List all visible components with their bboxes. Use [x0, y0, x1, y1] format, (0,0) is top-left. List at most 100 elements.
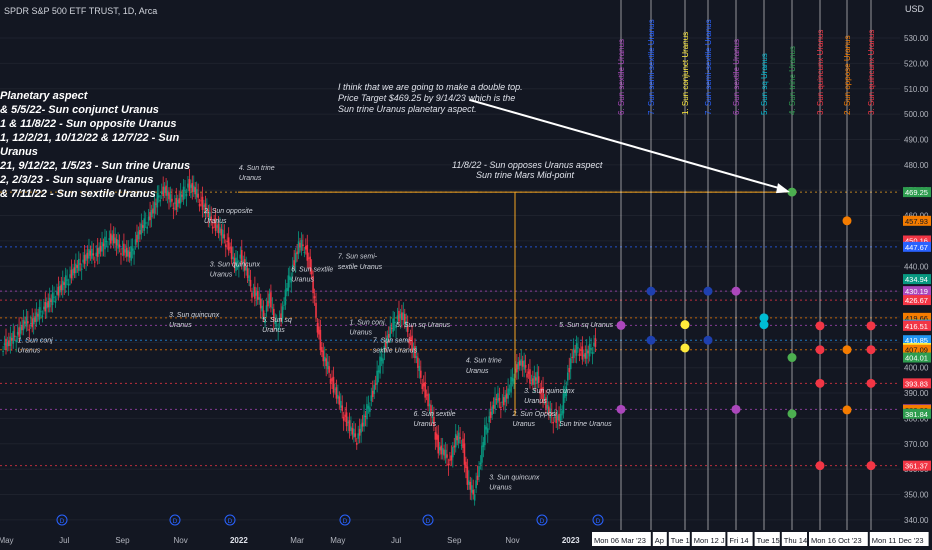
candle-body [275, 324, 278, 326]
candle-body [284, 289, 287, 305]
candle-body [206, 208, 208, 214]
candle-body [162, 186, 164, 197]
candle-body [396, 315, 399, 320]
candle-body [80, 268, 83, 270]
aspect-point [616, 404, 626, 414]
candle-body [176, 199, 179, 207]
candle-body [529, 369, 531, 384]
candle-body [194, 187, 197, 195]
candle-body [69, 274, 71, 278]
candle-body [188, 179, 191, 191]
price-tick-label: 380.00 [904, 414, 929, 423]
candle-body [360, 424, 362, 433]
candle-body [393, 322, 396, 324]
event-marker [592, 514, 604, 526]
candle-body [168, 192, 170, 200]
candle-body [534, 377, 537, 381]
candle-body [569, 358, 572, 370]
candle-body [532, 378, 534, 385]
candle-body [2, 350, 4, 352]
target-arrow-line [469, 99, 787, 192]
candle-body [72, 268, 74, 276]
candle-body [291, 264, 294, 272]
price-badge-label: 426.67 [905, 296, 928, 305]
candle-body [536, 371, 539, 384]
candle-body [370, 395, 373, 402]
aspect-label: 3. Sun quincunx [489, 474, 540, 481]
aspect-point [680, 320, 690, 330]
candle-body [99, 245, 102, 252]
candle-body [9, 336, 12, 347]
candle-body [293, 260, 295, 266]
aspect-point [866, 321, 876, 331]
candle-body [37, 313, 39, 317]
future-date-label: Ap [655, 536, 664, 545]
candle-body [197, 193, 199, 198]
aspect-point [842, 345, 852, 355]
event-marker [536, 514, 548, 526]
time-axis[interactable]: May Jul Sep Nov 2022 Mar May Jul Sep Nov 2023 Mon 0… [0, 514, 932, 550]
candle-body [43, 306, 45, 310]
price-tick-label: 490.00 [904, 135, 929, 144]
candle-body [270, 292, 272, 308]
price-badge-label: 419.66 [905, 314, 928, 323]
aspect-label: 6. Sun sextile [291, 266, 333, 273]
candle-body [472, 489, 474, 495]
candle-body [482, 442, 485, 448]
candle-body [38, 307, 41, 320]
candle-body [48, 297, 51, 308]
event-marker-label: D [596, 518, 601, 525]
candle-body [329, 378, 332, 384]
candle-body [232, 256, 234, 260]
future-date-bg [691, 532, 726, 546]
candle-body [338, 396, 341, 405]
candle-body [337, 394, 339, 399]
candle-body [443, 449, 445, 456]
aspect-point [759, 313, 769, 323]
price-badge-label: 416.51 [905, 322, 928, 331]
candle-body [143, 218, 146, 231]
candle-body [160, 191, 163, 194]
candle-body [459, 437, 461, 439]
future-date-label: Thu 14 [784, 536, 807, 545]
price-axis[interactable]: 340.00350.00360.00370.00380.00390.00400.… [900, 0, 932, 550]
candle-body [16, 331, 19, 335]
future-aspect-lines: 6. Sun sextile Uranus 7. Sun semi-sextile… [616, 0, 876, 530]
candle-body [182, 186, 185, 200]
candle-body [524, 364, 527, 368]
price-badge-label: 404.01 [905, 354, 928, 363]
candle-body [274, 321, 277, 325]
opposition-note-line: 11/8/22 - Sun opposes Uranus aspect [452, 160, 603, 170]
candle-body [446, 454, 448, 458]
candle-body [543, 398, 546, 400]
candle-body [523, 360, 525, 370]
candle-body [278, 318, 281, 323]
candle-body [428, 403, 431, 407]
candle-body [353, 428, 355, 438]
candle-body [102, 243, 105, 247]
candle-body [334, 388, 336, 390]
price-badge-label: 469.25 [905, 188, 928, 197]
future-date-label: Mon 16 Oct '23 [811, 536, 862, 545]
candle-body [567, 372, 569, 381]
candle-body [364, 416, 367, 418]
candle-body [390, 327, 393, 329]
future-date-label: Fri 14 [729, 536, 748, 545]
candle-body [281, 306, 284, 319]
candle-body [511, 377, 514, 382]
price-candles [2, 168, 597, 506]
candle-body [492, 404, 495, 409]
candle-body [341, 405, 344, 411]
candle-body [594, 338, 597, 347]
legend-line: 21, 9/12/22, 1/5/23 - Sun trine Uranus [0, 160, 190, 172]
aspect-point [815, 378, 825, 388]
aspect-label: Uranus [204, 218, 227, 225]
candle-body [398, 310, 400, 322]
candle-body [73, 267, 76, 274]
candle-body [240, 250, 243, 265]
price-badge [903, 352, 931, 363]
candle-body [133, 250, 135, 255]
candle-body [581, 346, 584, 360]
price-tick-label: 440.00 [904, 262, 929, 271]
candle-body [369, 407, 371, 412]
